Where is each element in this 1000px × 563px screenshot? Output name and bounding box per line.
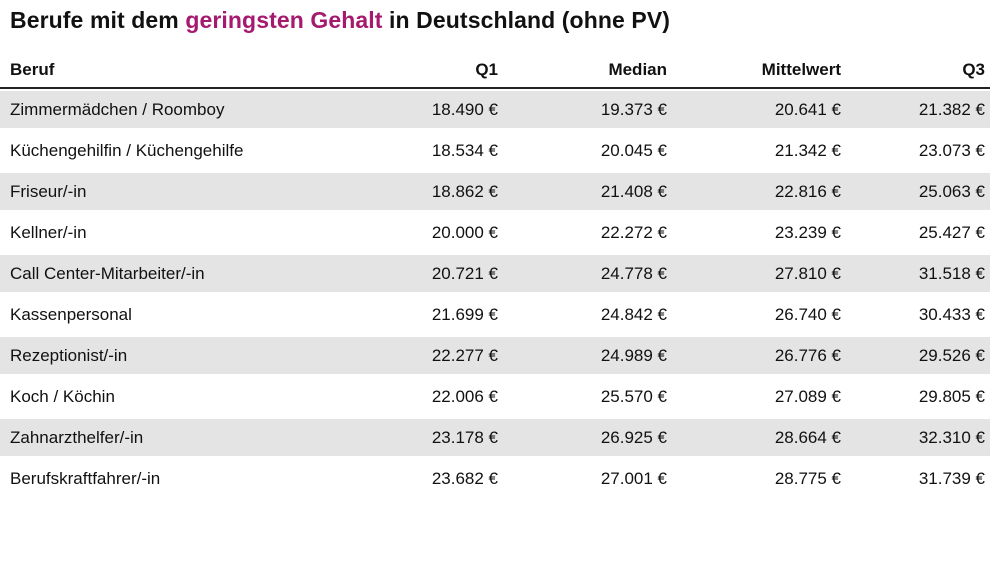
median-cell: 21.408 €: [600, 181, 667, 201]
q1-cell: 20.721 €: [431, 263, 498, 283]
column-header-q3: Q3: [962, 60, 985, 79]
median-cell: 20.045 €: [600, 140, 667, 160]
median-cell: 26.925 €: [600, 427, 667, 447]
mittelwert-cell: 20.641 €: [774, 99, 841, 119]
beruf-cell: Berufskraftfahrer/-in: [10, 468, 161, 488]
table-row: Rezeptionist/-in 22.277 € 24.989 € 26.77…: [0, 335, 990, 376]
mittelwert-cell: 27.089 €: [774, 386, 841, 406]
q3-cell: 25.427 €: [918, 222, 985, 242]
mittelwert-cell: 26.740 €: [774, 304, 841, 324]
beruf-cell: Kassenpersonal: [10, 304, 132, 324]
q1-cell: 18.490 €: [431, 99, 498, 119]
median-cell: 27.001 €: [600, 468, 667, 488]
q1-cell: 21.699 €: [431, 304, 498, 324]
table-row: Kellner/-in 20.000 € 22.272 € 23.239 € 2…: [0, 212, 990, 253]
table-row: Zimmermädchen / Roomboy 18.490 € 19.373 …: [0, 89, 990, 130]
title-highlight: geringsten Gehalt: [185, 7, 383, 33]
table-row: Küchengehilfin / Küchengehilfe 18.534 € …: [0, 130, 990, 171]
beruf-cell: Küchengehilfin / Küchengehilfe: [10, 140, 244, 160]
page-title: Berufe mit dem geringsten Gehalt in Deut…: [10, 7, 670, 34]
mittelwert-cell: 28.775 €: [774, 468, 841, 488]
table-row: Friseur/-in 18.862 € 21.408 € 22.816 € 2…: [0, 171, 990, 212]
beruf-cell: Zahnarzthelfer/-in: [10, 427, 144, 447]
table-row: Kassenpersonal 21.699 € 24.842 € 26.740 …: [0, 294, 990, 335]
beruf-cell: Call Center-Mitarbeiter/-in: [10, 263, 205, 283]
q1-cell: 23.178 €: [431, 427, 498, 447]
q3-cell: 21.382 €: [918, 99, 985, 119]
q3-cell: 31.518 €: [918, 263, 985, 283]
q1-cell: 22.277 €: [431, 345, 498, 365]
q1-cell: 18.534 €: [431, 140, 498, 160]
median-cell: 22.272 €: [600, 222, 667, 242]
median-cell: 24.842 €: [600, 304, 667, 324]
q3-cell: 31.739 €: [918, 468, 985, 488]
column-header-beruf: Beruf: [10, 60, 55, 79]
median-cell: 24.778 €: [600, 263, 667, 283]
table-row: Koch / Köchin 22.006 € 25.570 € 27.089 €…: [0, 376, 990, 417]
q3-cell: 32.310 €: [918, 427, 985, 447]
table-row: Call Center-Mitarbeiter/-in 20.721 € 24.…: [0, 253, 990, 294]
median-cell: 19.373 €: [600, 99, 667, 119]
column-header-median: Median: [608, 60, 667, 79]
salary-table: Beruf Q1 Median Mittelwert Q3 Zimmermädc…: [0, 54, 990, 499]
beruf-cell: Zimmermädchen / Roomboy: [10, 99, 225, 119]
q1-cell: 23.682 €: [431, 468, 498, 488]
mittelwert-cell: 22.816 €: [774, 181, 841, 201]
q3-cell: 30.433 €: [918, 304, 985, 324]
q1-cell: 20.000 €: [431, 222, 498, 242]
beruf-cell: Friseur/-in: [10, 181, 87, 201]
table-header-row: Beruf Q1 Median Mittelwert Q3: [0, 54, 990, 89]
q3-cell: 29.526 €: [918, 345, 985, 365]
column-header-q1: Q1: [475, 60, 498, 79]
beruf-cell: Rezeptionist/-in: [10, 345, 128, 365]
title-prefix: Berufe mit dem: [10, 7, 186, 33]
table-row: Berufskraftfahrer/-in 23.682 € 27.001 € …: [0, 458, 990, 499]
mittelwert-cell: 27.810 €: [774, 263, 841, 283]
q3-cell: 25.063 €: [918, 181, 985, 201]
q3-cell: 29.805 €: [918, 386, 985, 406]
mittelwert-cell: 23.239 €: [774, 222, 841, 242]
median-cell: 24.989 €: [600, 345, 667, 365]
q3-cell: 23.073 €: [918, 140, 985, 160]
mittelwert-cell: 28.664 €: [774, 427, 841, 447]
median-cell: 25.570 €: [600, 386, 667, 406]
table-row: Zahnarzthelfer/-in 23.178 € 26.925 € 28.…: [0, 417, 990, 458]
beruf-cell: Koch / Köchin: [10, 386, 115, 406]
beruf-cell: Kellner/-in: [10, 222, 87, 242]
q1-cell: 22.006 €: [431, 386, 498, 406]
q1-cell: 18.862 €: [431, 181, 498, 201]
title-suffix: in Deutschland (ohne PV): [382, 7, 671, 33]
mittelwert-cell: 21.342 €: [774, 140, 841, 160]
mittelwert-cell: 26.776 €: [774, 345, 841, 365]
column-header-mittelwert: Mittelwert: [761, 60, 841, 79]
